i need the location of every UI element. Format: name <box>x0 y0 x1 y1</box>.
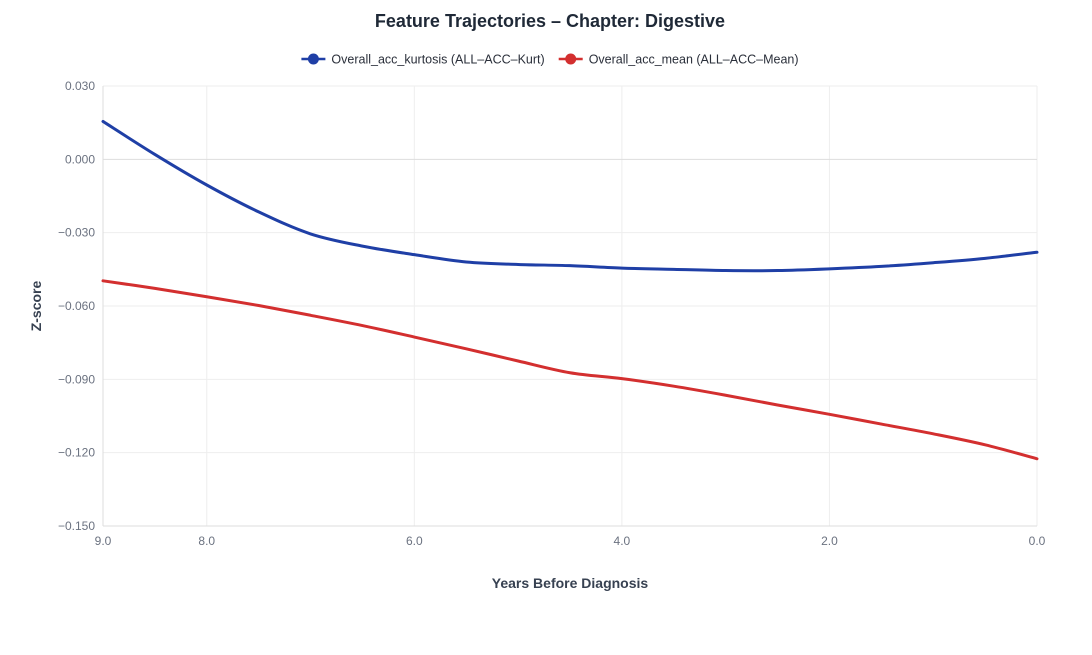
y-tick-label: −0.030 <box>58 226 95 240</box>
legend-dot-swatch <box>307 53 319 65</box>
x-tick-label: 4.0 <box>614 534 631 548</box>
x-tick-label: 2.0 <box>821 534 838 548</box>
x-axis-title: Years Before Diagnosis <box>492 575 649 591</box>
y-tick-label: −0.060 <box>58 299 95 313</box>
legend[interactable]: Overall_acc_kurtosis (ALL–ACC–Kurt) Overa… <box>301 53 799 67</box>
legend-label: Overall_acc_kurtosis (ALL–ACC–Kurt) <box>331 53 544 67</box>
series-line-kurtosis[interactable] <box>101 119 1039 273</box>
y-tick-label: 0.030 <box>65 79 95 93</box>
chart-title: Feature Trajectories – Chapter: Digestiv… <box>375 11 725 31</box>
grid <box>102 85 1038 527</box>
series-line-mean[interactable] <box>101 279 1039 461</box>
y-tick-label: 0.000 <box>65 152 95 166</box>
x-tick-label: 8.0 <box>198 534 215 548</box>
x-tick-label: 0.0 <box>1029 534 1046 548</box>
x-tick-label: 6.0 <box>406 534 423 548</box>
legend-item-mean[interactable]: Overall_acc_mean (ALL–ACC–Mean) <box>558 53 799 67</box>
legend-label: Overall_acc_mean (ALL–ACC–Mean) <box>589 53 799 67</box>
axes: 9.0 8.0 6.0 4.0 2.0 0.0 0.030 0.000 −0.030 −0.060… <box>58 79 1046 548</box>
series-group <box>101 119 1039 461</box>
x-tick-label: 9.0 <box>95 534 112 548</box>
y-tick-label: −0.150 <box>58 519 95 533</box>
legend-item-kurtosis[interactable]: Overall_acc_kurtosis (ALL–ACC–Kurt) <box>301 53 545 67</box>
y-tick-label: −0.120 <box>58 446 95 460</box>
legend-dot-swatch <box>565 53 577 65</box>
y-tick-label: −0.090 <box>58 372 95 386</box>
y-axis-title: Z-score <box>28 281 44 332</box>
